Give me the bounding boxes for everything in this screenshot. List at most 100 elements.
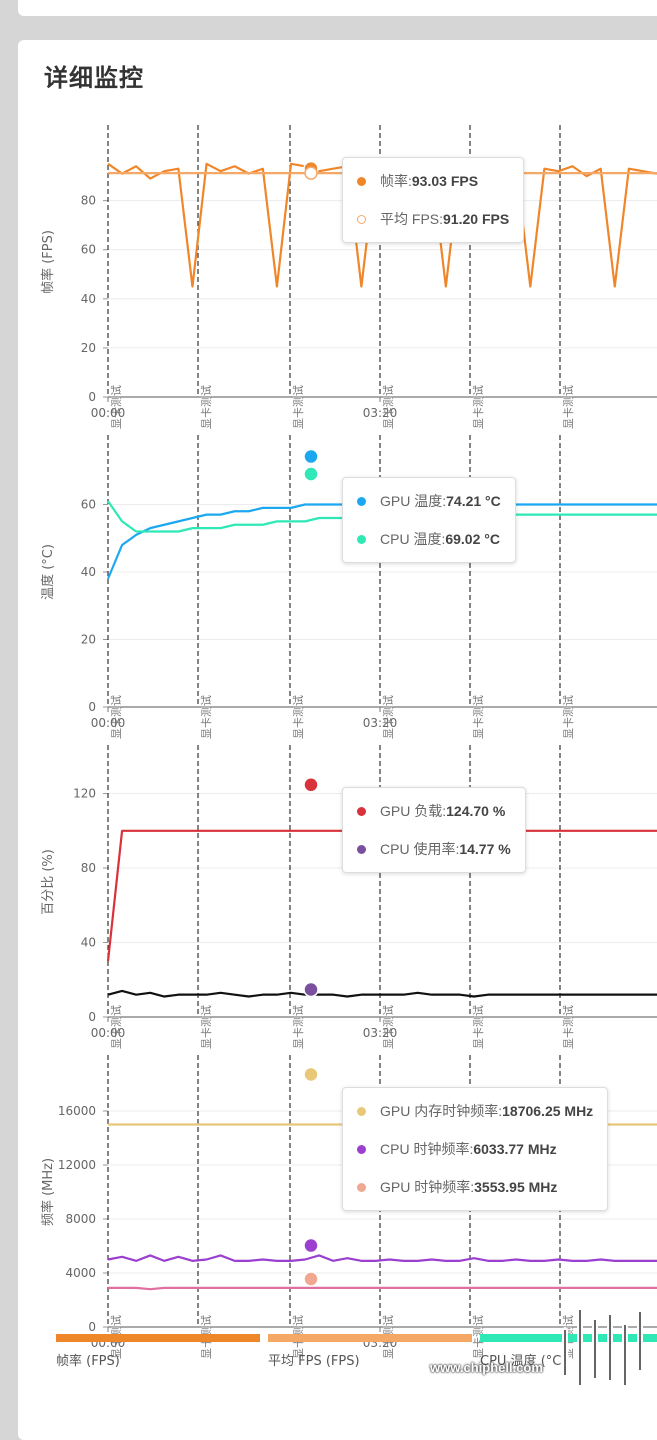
chart-1: 0 20 40 60 80 00:00 03:20 帧率 (FPS) 显卡测试 显卡测试 显卡测试 显… (40, 125, 657, 429)
hover-point (303, 448, 319, 465)
marker-label: 显卡测试 (382, 385, 395, 429)
marker-label: 显卡测试 (110, 385, 123, 429)
page-title: 详细监控 (44, 63, 144, 92)
y-axis-title: 百分比 (%) (41, 849, 56, 915)
x-tick-label: 00:00 (91, 716, 126, 730)
tooltip-dot (357, 496, 366, 506)
tooltip-dot (357, 1182, 366, 1192)
tooltip-label: 平均 FPS: (380, 211, 444, 227)
marker-label: 显卡测试 (562, 385, 575, 429)
tooltip-label: CPU 时钟频率: (380, 1141, 474, 1157)
tooltip-dot (357, 214, 366, 224)
series-line-2 (107, 1254, 657, 1262)
tooltip-label: 帧率: (380, 173, 412, 189)
marker-label: 显卡测试 (110, 1005, 123, 1049)
x-tick-label: 03:20 (363, 716, 398, 730)
y-tick-label: 40 (81, 936, 96, 950)
tooltip-row: GPU 时钟频率: 3553.95 MHz (357, 1168, 593, 1206)
y-axis-title: 帧率 (FPS) (40, 230, 56, 294)
legend-item-cpu-temp[interactable]: CPU 温度 (°C) (480, 1334, 657, 1369)
legend-swatch (268, 1334, 472, 1342)
tooltip-dot (357, 176, 366, 186)
x-tick-label: 03:20 (363, 406, 398, 420)
marker-label: 显卡测试 (382, 1005, 395, 1049)
marker-label: 显卡测试 (292, 1005, 305, 1049)
previous-card (18, 0, 657, 16)
chart-3: 0 40 80 120 00:00 03:20 百分比 (%) 显卡测试 显卡测试 显卡测试 显卡测… (41, 745, 657, 1049)
marker-label: 显卡测试 (200, 695, 213, 739)
tooltip-row: GPU 负载: 124.70 % (357, 792, 511, 830)
y-axis-title: 温度 (°C) (40, 544, 56, 600)
y-tick-label: 80 (81, 861, 96, 875)
legend: 帧率 (FPS) 平均 FPS (FPS) CPU 温度 (°C) (38, 1334, 657, 1369)
tooltip-value: 14.77 % (459, 841, 511, 857)
tooltip-value: 93.03 FPS (411, 173, 479, 189)
y-tick-label: 12000 (58, 1158, 96, 1172)
tooltip-label: GPU 负载: (380, 803, 447, 819)
legend-label: 平均 FPS (FPS) (268, 1354, 360, 1369)
y-axis-title: 频率 (MHz) (40, 1158, 56, 1226)
tooltip-value: 3553.95 MHz (474, 1179, 558, 1195)
tooltip-row: CPU 时钟频率: 6033.77 MHz (357, 1130, 593, 1168)
y-tick-label: 80 (81, 194, 96, 208)
tooltip-row: CPU 温度: 69.02 °C (357, 520, 501, 558)
tooltip-value: 69.02 °C (445, 531, 500, 547)
tooltip-dot (357, 806, 366, 816)
x-tick-label: 00:00 (91, 406, 126, 420)
watermark-text: www.chiphell.com (430, 1360, 543, 1375)
hover-point (304, 166, 318, 180)
tooltip-dot (357, 1106, 366, 1116)
hover-point (303, 1066, 319, 1083)
y-tick-label: 40 (81, 292, 96, 306)
tooltip-label: GPU 内存时钟频率: (380, 1103, 503, 1119)
marker-label: 显卡测试 (382, 695, 395, 739)
x-tick-label: 03:20 (363, 1026, 398, 1040)
tooltip-value: 91.20 FPS (443, 211, 510, 227)
tooltip-row: GPU 温度: 74.21 °C (357, 482, 501, 520)
legend-item-fps[interactable]: 帧率 (FPS) (56, 1334, 260, 1369)
y-tick-label: 20 (81, 341, 96, 355)
y-tick-label: 4000 (65, 1266, 96, 1280)
y-tick-label: 8000 (65, 1212, 96, 1226)
y-tick-label: 40 (81, 565, 96, 579)
hover-point (303, 466, 319, 482)
tooltip-value: 74.21 °C (446, 493, 501, 509)
chart-tooltip: GPU 内存时钟频率: 18706.25 MHz CPU 时钟频率: 6033.7… (342, 1087, 609, 1211)
legend-swatch (56, 1334, 260, 1342)
tooltip-dot (357, 534, 366, 544)
tooltip-label: CPU 温度: (380, 531, 446, 547)
y-tick-label: 0 (88, 1320, 96, 1334)
hover-point (303, 981, 319, 998)
tooltip-value: 18706.25 MHz (502, 1103, 594, 1119)
watermark: www.chiphell.com (430, 1290, 657, 1405)
tooltip-label: CPU 使用率: (380, 841, 460, 857)
marker-label: 显卡测试 (292, 385, 305, 429)
marker-label: 显卡测试 (472, 385, 485, 429)
tooltip-dot (357, 1144, 366, 1154)
y-tick-label: 0 (88, 700, 96, 714)
tooltip-row: 帧率: 93.03 FPS (357, 162, 509, 200)
series-line-3 (108, 1286, 657, 1291)
chart-tooltip: GPU 负载: 124.70 % CPU 使用率: 14.77 % (342, 787, 526, 873)
tooltip-dot (357, 844, 366, 854)
tooltip-row: 平均 FPS: 91.20 FPS (357, 200, 509, 238)
y-tick-label: 0 (88, 390, 96, 404)
chart-2: 0 20 40 60 00:00 03:20 温度 (°C) 显卡测试 显卡测试 显卡测试 显卡测试… (40, 435, 657, 739)
marker-label: 显卡测试 (472, 695, 485, 739)
tooltip-row: CPU 使用率: 14.77 % (357, 830, 511, 868)
chart-tooltip: 帧率: 93.03 FPS 平均 FPS: 91.20 FPS (342, 157, 525, 243)
legend-swatch (480, 1334, 657, 1342)
marker-label: 显卡测试 (562, 1005, 575, 1049)
marker-label: 显卡测试 (472, 1005, 485, 1049)
tooltip-label: GPU 时钟频率: (380, 1179, 475, 1195)
tooltip-row: GPU 内存时钟频率: 18706.25 MHz (357, 1092, 593, 1130)
y-tick-label: 60 (81, 498, 96, 512)
legend-item-avg-fps[interactable]: 平均 FPS (FPS) (268, 1334, 472, 1369)
series-line-2 (107, 989, 657, 998)
marker-label: 显卡测试 (200, 1005, 213, 1049)
tooltip-label: GPU 温度: (380, 493, 447, 509)
x-tick-label: 00:00 (91, 1026, 126, 1040)
legend-label: CPU 温度 (°C) (480, 1354, 567, 1369)
tooltip-value: 124.70 % (446, 803, 506, 819)
y-tick-label: 120 (73, 787, 96, 801)
